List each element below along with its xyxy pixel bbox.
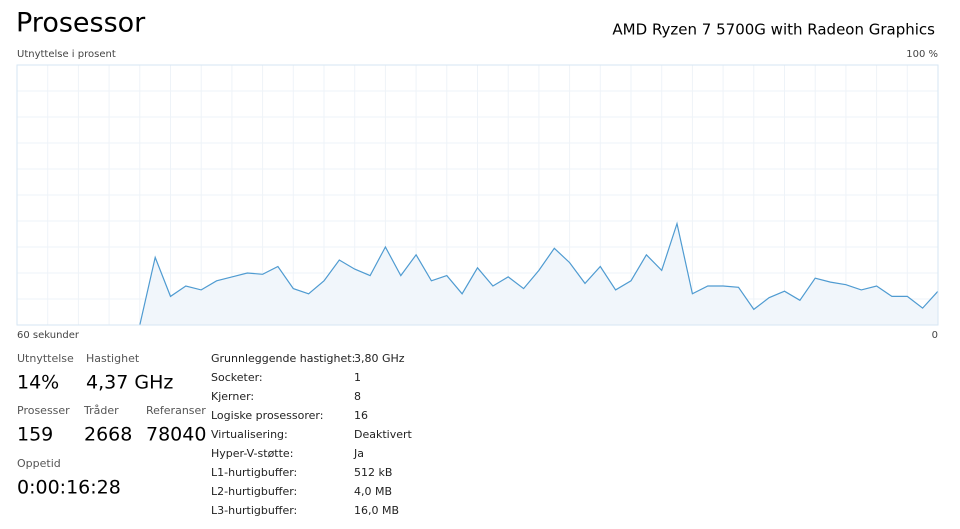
- detail-value: Ja: [353, 447, 364, 460]
- y-tick-label: 0: [932, 330, 938, 341]
- detail-value: 16: [354, 409, 368, 422]
- y-tick-label: 100 %: [906, 49, 938, 60]
- stat-label: Oppetid: [17, 457, 61, 470]
- x-tick-label: 60 sekunder: [17, 330, 80, 341]
- stat-label: Tråder: [83, 404, 119, 417]
- detail-value: Deaktivert: [354, 428, 413, 441]
- stat-value: 14%: [17, 372, 59, 394]
- detail-label: L2-hurtigbuffer:: [211, 485, 297, 498]
- detail-value: 8: [354, 390, 361, 403]
- area-fill: [139, 223, 939, 325]
- detail-value: 3,80 GHz: [354, 352, 405, 365]
- stat-value: 78040: [146, 424, 206, 446]
- stat-value: 4,37 GHz: [86, 372, 173, 394]
- detail-label: Hyper-V-støtte:: [211, 447, 293, 460]
- detail-label: Grunnleggende hastighet:: [211, 352, 355, 365]
- title: Prosessor: [16, 8, 146, 39]
- stat-label: Utnyttelse: [17, 352, 74, 365]
- detail-label: L3-hurtigbuffer:: [211, 504, 297, 517]
- stat-value: 2668: [84, 424, 132, 446]
- stat-value: 159: [17, 424, 53, 446]
- y-axis-label: Utnyttelse i prosent: [17, 49, 116, 60]
- cpu-name: AMD Ryzen 7 5700G with Radeon Graphics: [612, 21, 935, 39]
- stat-label: Referanser: [146, 404, 206, 417]
- stat-label: Hastighet: [86, 352, 140, 365]
- detail-value: 4,0 MB: [354, 485, 392, 498]
- plot-border: [16, 64, 939, 326]
- detail-label: L1-hurtigbuffer:: [211, 466, 297, 479]
- detail-label: Logiske prosessorer:: [211, 409, 323, 422]
- detail-label: Socketer:: [211, 371, 263, 384]
- stat-label: Prosesser: [17, 404, 70, 417]
- detail-label: Kjerner:: [211, 390, 254, 403]
- detail-value: 1: [354, 371, 361, 384]
- detail-label: Virtualisering:: [211, 428, 288, 441]
- stat-value: 0:00:16:28: [17, 477, 121, 499]
- detail-value: 16,0 MB: [354, 504, 399, 517]
- detail-value: 512 kB: [354, 466, 392, 479]
- cpu-line: [139, 221, 939, 326]
